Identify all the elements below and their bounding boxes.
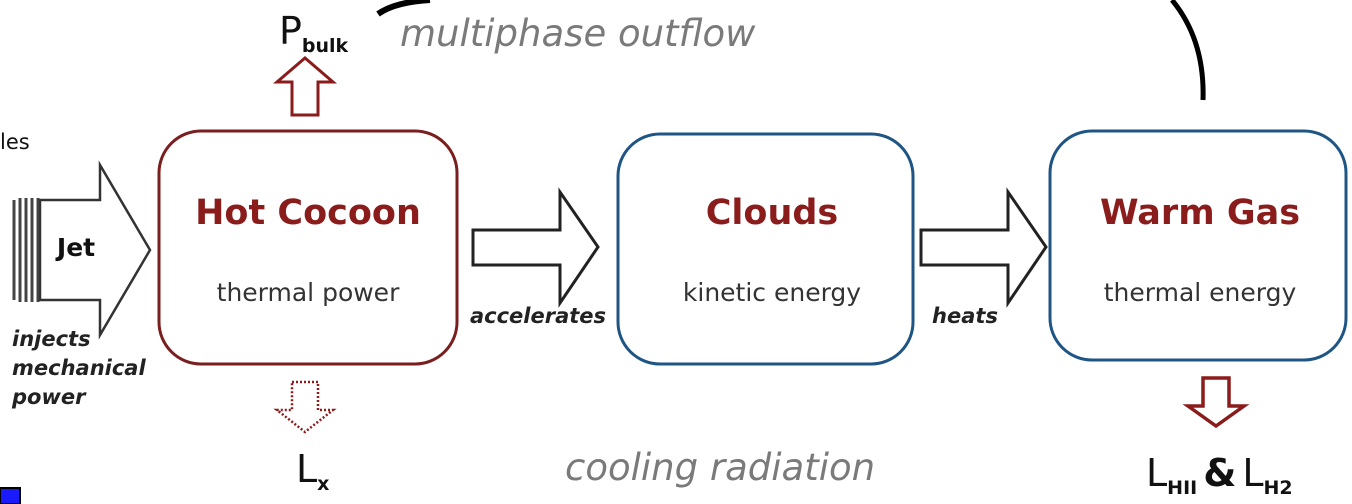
cocoon-output: Lx: [296, 447, 329, 495]
curve-right: [1170, 0, 1206, 101]
jet-base: [12, 198, 40, 302]
node-title: Warm Gas: [1100, 193, 1300, 233]
jet-arrow: [38, 160, 152, 340]
node-box: [616, 132, 915, 366]
outflow-label: Pbulk: [279, 9, 349, 57]
warm-output: LHII & LH2: [1146, 451, 1293, 499]
jet-caption: mechanical: [12, 356, 146, 380]
edge-label: heats: [932, 304, 998, 328]
edge-arrow: [919, 187, 1048, 308]
outflow-caption: multiphase outflow: [400, 12, 756, 55]
outflow-arrow: [272, 56, 338, 117]
bottom-caption: cooling radiation: [565, 446, 875, 489]
node-subtitle: kinetic energy: [683, 278, 861, 307]
fragment-text: les: [0, 130, 30, 154]
node-title: Clouds: [706, 193, 839, 233]
edge-arrow: [471, 187, 600, 308]
radiation-arrow: [273, 380, 337, 434]
edge-label: accelerates: [470, 304, 606, 328]
corner-marker: [0, 487, 21, 504]
jet-label: Jet: [55, 233, 95, 262]
node-box: [1048, 129, 1348, 362]
node-title: Hot Cocoon: [195, 193, 421, 233]
node-subtitle: thermal energy: [1104, 278, 1297, 307]
node-box: [157, 129, 459, 366]
radiation-arrow: [1182, 376, 1250, 429]
node-subtitle: thermal power: [217, 278, 400, 307]
curve-left: [376, 0, 431, 17]
jet-caption: power: [11, 385, 87, 409]
jet-caption: injects: [12, 327, 91, 351]
